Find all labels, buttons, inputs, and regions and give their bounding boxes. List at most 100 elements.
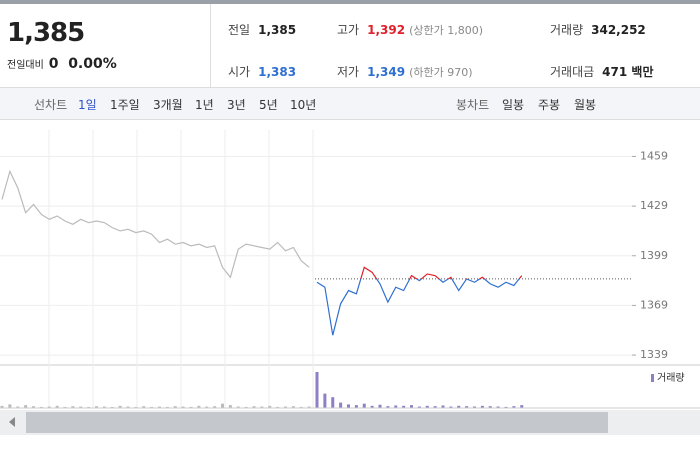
volume-bar: [449, 406, 453, 408]
volume-bar: [39, 406, 43, 408]
tab[interactable]: 1일: [78, 98, 97, 112]
volume-bar: [95, 406, 98, 408]
volume-bar: [378, 404, 382, 408]
volume-bar: [102, 406, 106, 408]
volume-bar: [236, 406, 240, 408]
volume-bar: [16, 406, 20, 408]
volume-bar: [496, 406, 500, 408]
tab-group-label: 봉차트: [456, 98, 490, 112]
volume-bar: [150, 406, 154, 408]
volume-bar: [410, 405, 413, 408]
volume-bar: [339, 402, 343, 408]
volume-bar: [205, 406, 209, 408]
stat-note: (하한가 970): [409, 66, 473, 79]
volume-bar: [158, 406, 161, 408]
volume-bar: [354, 405, 358, 408]
volume-bar: [87, 406, 91, 408]
y-tick-label: 1399: [640, 249, 668, 262]
volume-bar: [457, 405, 461, 408]
stat-label: 전일: [228, 23, 251, 37]
stat-value: 1,349: [367, 65, 406, 79]
tab[interactable]: 10년: [290, 98, 317, 112]
scroll-thumb[interactable]: [26, 412, 608, 433]
change-label: 전일대비: [7, 60, 44, 71]
legend-swatch: [651, 374, 654, 382]
price-line: [1, 169, 310, 279]
volume-bar: [134, 406, 138, 408]
volume-bar: [71, 406, 75, 408]
volume-bar: [79, 406, 83, 408]
volume-bar: [244, 406, 248, 408]
stat-value: 1,383: [258, 65, 297, 79]
volume-bar: [228, 405, 232, 408]
change: 전일대비 0 0.00%: [7, 56, 117, 72]
scroll-left[interactable]: [9, 417, 15, 427]
volume-bar: [55, 405, 59, 408]
tab-bar: 선차트 1일 1주일 3개월 1년 3년 5년 10년 봉차트 일봉 주봉 월봉: [0, 88, 700, 120]
volume-bar: [142, 406, 146, 408]
volume-bar: [173, 406, 177, 408]
stat-value: 471 백만: [602, 65, 654, 79]
volume-bar: [394, 405, 398, 408]
volume-bar: [473, 406, 476, 408]
volume-bar: [347, 404, 350, 408]
tab-group-label: 선차트: [34, 98, 68, 112]
volume-bar: [307, 406, 311, 408]
price-line: [316, 266, 523, 336]
volume-bar: [126, 406, 130, 408]
volume-bar: [315, 372, 319, 408]
volume-bar: [425, 405, 429, 408]
volume-bar: [362, 403, 366, 408]
volume-bar: [47, 406, 51, 408]
stat-label: 고가: [337, 23, 360, 37]
tab[interactable]: 3개월: [153, 98, 183, 112]
volume-bar: [331, 397, 335, 408]
volume-bar: [252, 406, 256, 408]
volume-bar: [197, 405, 201, 408]
stat-note: (상한가 1,800): [409, 24, 483, 37]
price: 1,385: [7, 18, 85, 48]
volume-bar: [260, 406, 264, 408]
volume-bar: [402, 405, 406, 408]
stat: 고가 1,392 (상한가 1,800): [337, 21, 483, 38]
volume-bar: [433, 406, 437, 408]
volume-bar: [299, 406, 303, 408]
stat: 거래대금 471 백만: [550, 63, 653, 80]
y-tick-label: 1429: [640, 199, 668, 212]
volume-bar: [268, 405, 272, 408]
tab[interactable]: 월봉: [574, 98, 597, 112]
volume-bar: [189, 406, 193, 408]
volume-bar: [386, 406, 390, 408]
stat-label: 거래량: [550, 23, 584, 37]
stat: 시가 1,383: [228, 63, 296, 80]
tab[interactable]: 1년: [195, 98, 214, 112]
volume-bar: [488, 406, 492, 408]
volume-bar: [291, 406, 295, 408]
stat-label: 거래대금: [550, 65, 595, 79]
volume-bar: [0, 405, 4, 408]
volume-bar: [118, 405, 122, 408]
volume-bar: [276, 406, 280, 408]
volume-bar: [165, 406, 169, 408]
tab[interactable]: 1주일: [110, 98, 140, 112]
volume-bar: [480, 405, 484, 408]
volume-bar: [110, 406, 114, 408]
volume-bar: [504, 406, 508, 408]
stat-label: 시가: [228, 65, 251, 79]
stat-value: 342,252: [591, 23, 646, 37]
price-panel: 1,385 전일대비 0 0.00%: [0, 4, 211, 88]
volume-bar: [441, 405, 445, 408]
tab[interactable]: 5년: [259, 98, 278, 112]
legend-label: 거래량: [657, 372, 685, 384]
tab[interactable]: 3년: [227, 98, 246, 112]
volume-bar: [370, 405, 374, 408]
stat-label: 저가: [337, 65, 360, 79]
volume-bar: [63, 406, 67, 408]
volume-bar: [323, 393, 327, 408]
tab[interactable]: 주봉: [538, 98, 561, 112]
stat: 전일 1,385: [228, 21, 296, 38]
tab[interactable]: 일봉: [502, 98, 525, 112]
volume-bar: [520, 405, 524, 408]
y-tick-label: 1369: [640, 298, 668, 311]
